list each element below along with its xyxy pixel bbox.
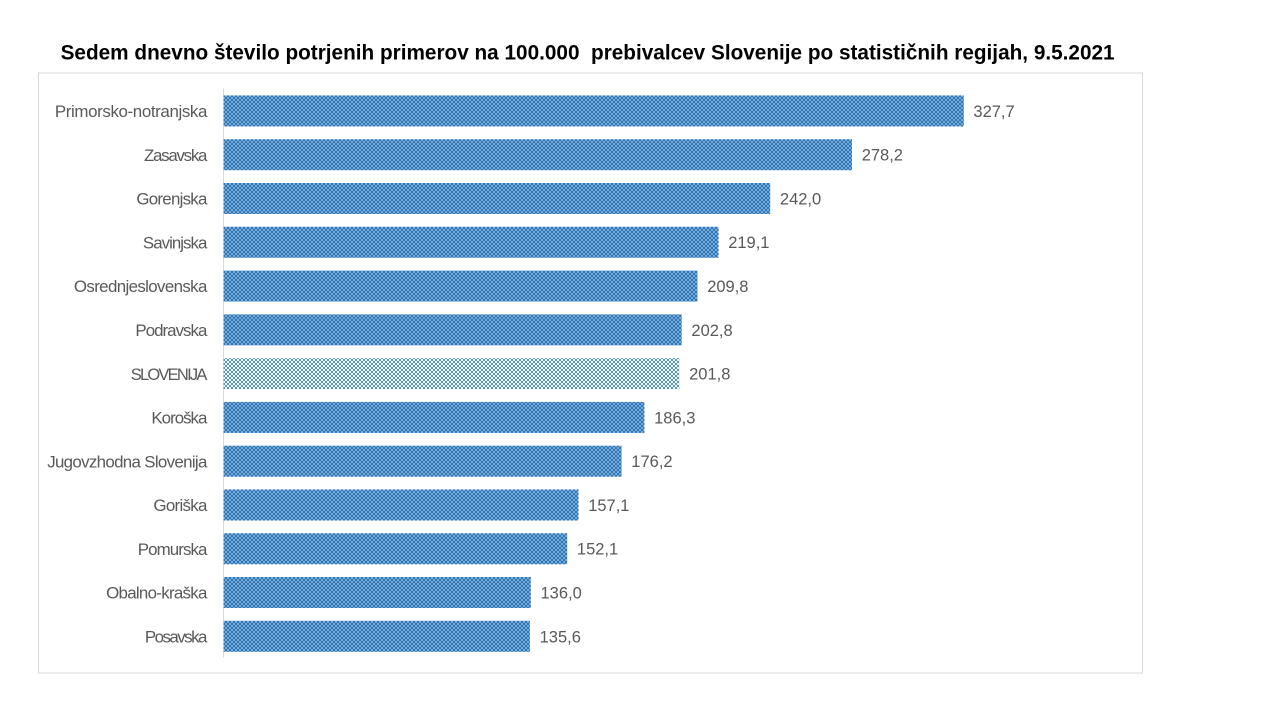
svg-text:Osrednjeslovenska: Osrednjeslovenska [74,277,208,296]
svg-text:Pomurska: Pomurska [138,540,208,559]
svg-text:Zasavska: Zasavska [144,146,208,165]
svg-text:176,2: 176,2 [631,453,672,471]
svg-text:Primorsko-notranjska: Primorsko-notranjska [55,102,208,121]
svg-text:242,0: 242,0 [780,191,821,209]
svg-text:SLOVENIJA: SLOVENIJA [131,366,208,384]
svg-text:157,1: 157,1 [588,497,629,515]
svg-text:327,7: 327,7 [973,103,1014,121]
svg-text:Jugovzhodna Slovenija: Jugovzhodna Slovenija [47,452,208,471]
svg-text:135,6: 135,6 [540,628,581,646]
svg-text:219,1: 219,1 [728,234,769,252]
svg-text:202,8: 202,8 [691,322,732,340]
svg-text:Sedem dnevno število potrjenih: Sedem dnevno število potrjenih primerov … [61,41,1115,65]
svg-text:201,8: 201,8 [689,366,730,384]
svg-text:152,1: 152,1 [577,541,618,559]
svg-text:Podravska: Podravska [135,321,208,340]
svg-text:Obalno-kraška: Obalno-kraška [106,584,208,603]
svg-text:Posavska: Posavska [145,628,208,647]
svg-text:136,0: 136,0 [541,585,582,603]
svg-text:278,2: 278,2 [862,147,903,165]
svg-text:Savinjska: Savinjska [143,233,208,252]
svg-text:186,3: 186,3 [654,409,695,427]
svg-text:Gorenjska: Gorenjska [136,190,208,209]
svg-text:Koroška: Koroška [151,409,208,428]
svg-text:209,8: 209,8 [707,278,748,296]
svg-text:Goriška: Goriška [153,496,208,515]
